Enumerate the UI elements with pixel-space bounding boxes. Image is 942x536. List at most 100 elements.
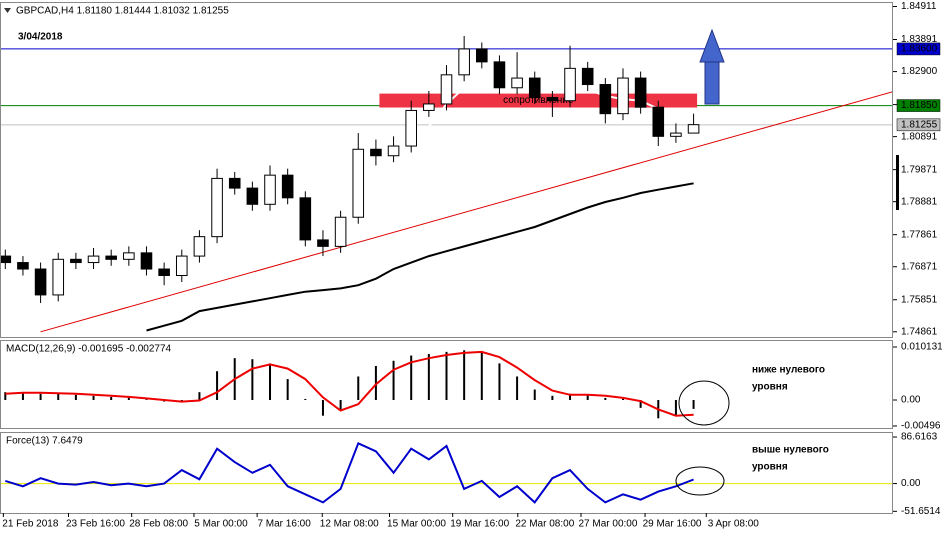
candle-body	[599, 84, 612, 115]
candle-body	[34, 268, 47, 296]
histogram-bar	[39, 393, 42, 401]
x-tick-label: 12 Mar 08:00	[320, 519, 379, 530]
y-tick-label: 0.010131	[901, 342, 942, 353]
candle-body	[228, 177, 241, 189]
candle-body	[634, 77, 647, 108]
histogram-bar	[357, 376, 360, 401]
y-tick-label: 1.76871	[901, 261, 938, 272]
level-annotation: уровня	[752, 462, 788, 473]
panel-frame	[0, 340, 893, 429]
candle-body	[211, 177, 223, 238]
candle-body	[617, 77, 629, 115]
y-tick-label: 1.79871	[901, 164, 938, 175]
candle-body	[670, 132, 682, 137]
panel: сопротивление	[0, 35, 893, 333]
level-label: 1.81255	[901, 119, 938, 130]
candle-body	[493, 61, 506, 89]
indicator-line	[146, 182, 694, 332]
x-tick-label: 22 Mar 08:00	[515, 519, 574, 530]
candle-body	[299, 197, 312, 241]
candle-body	[564, 67, 576, 102]
x-tick-label: 5 Mar 00:00	[194, 519, 248, 530]
histogram-bar	[427, 353, 430, 401]
candle-body	[387, 145, 400, 157]
y-tick-label: -51.6514	[901, 506, 941, 517]
histogram-bar	[639, 400, 642, 408]
histogram-bar	[145, 399, 148, 401]
candle-body	[175, 255, 188, 277]
histogram-bar	[516, 376, 519, 401]
candle-body	[511, 77, 523, 89]
histogram-bar	[57, 393, 60, 401]
arrow-head	[699, 28, 725, 63]
level-annotation: ниже нулевого	[752, 365, 825, 376]
level-label: 1.81850	[901, 100, 938, 111]
panel	[0, 441, 893, 504]
candle-body	[246, 187, 259, 205]
candle-body	[352, 148, 365, 218]
histogram-bar	[533, 389, 536, 401]
x-tick-label: 28 Feb 08:00	[129, 519, 188, 530]
candle-body	[458, 48, 470, 76]
histogram-bar	[621, 398, 624, 401]
level-label-bg	[896, 118, 941, 132]
candle-body	[581, 67, 594, 86]
histogram-bar	[445, 351, 448, 401]
candle-body	[0, 255, 12, 264]
histogram-bar	[92, 395, 95, 401]
histogram-bar	[392, 360, 395, 401]
panel	[4, 350, 695, 419]
candle-body	[687, 124, 700, 134]
histogram-bar	[216, 371, 219, 401]
candle-body	[405, 109, 417, 147]
candle-body	[281, 174, 294, 199]
symbol-icon	[4, 8, 11, 13]
y-tick-label: 0.00	[901, 395, 921, 406]
candle-body	[440, 74, 453, 105]
histogram-bar	[198, 392, 201, 401]
candle-body	[52, 258, 65, 296]
histogram-bar	[180, 400, 183, 402]
panel-frame	[0, 2, 893, 338]
candle-body	[158, 268, 170, 277]
indicator-line	[5, 70, 694, 270]
x-tick-label: 27 Mar 00:00	[579, 519, 638, 530]
level-label: 1.83600	[901, 44, 938, 55]
y-tick-label: -0.00496	[901, 421, 941, 432]
histogram-bar	[21, 392, 24, 401]
histogram-bar	[604, 397, 607, 401]
histogram-bar	[569, 393, 572, 401]
candle-body	[476, 48, 488, 63]
candle-body	[652, 106, 665, 137]
candle-body	[17, 262, 29, 270]
trend-line	[40, 91, 893, 333]
arrow-body	[704, 59, 720, 105]
histogram-bar	[286, 379, 289, 401]
date-annotation: 3/04/2018	[18, 32, 63, 43]
zone-label: сопротивление	[503, 95, 574, 106]
candle-body	[528, 77, 541, 98]
histogram-bar	[586, 394, 589, 401]
x-tick-label: 7 Mar 16:00	[257, 519, 311, 530]
candle-body	[264, 174, 276, 205]
level-annotation: уровня	[752, 382, 788, 393]
candle-body	[334, 216, 347, 247]
candle-body	[370, 148, 382, 157]
level-label-bg	[896, 42, 941, 56]
histogram-bar	[480, 352, 483, 401]
candle-body	[70, 258, 82, 264]
panel-title: GBPCAD,H4 1.81180 1.81444 1.81032 1.8125…	[16, 6, 229, 17]
candle-body	[105, 255, 117, 260]
candle-body	[140, 252, 153, 270]
histogram-bar	[321, 400, 324, 416]
y-tick-label: 0.00	[901, 478, 921, 489]
y-tick-label: 1.83891	[901, 34, 938, 45]
histogram-bar	[251, 359, 254, 401]
panel-title: MACD(12,26,9) -0.001695 -0.002774	[6, 344, 172, 355]
histogram-bar	[463, 350, 466, 401]
side-marker	[896, 155, 899, 210]
level-label-bg	[896, 99, 941, 112]
candle-body	[87, 255, 100, 264]
histogram-bar	[674, 400, 677, 416]
